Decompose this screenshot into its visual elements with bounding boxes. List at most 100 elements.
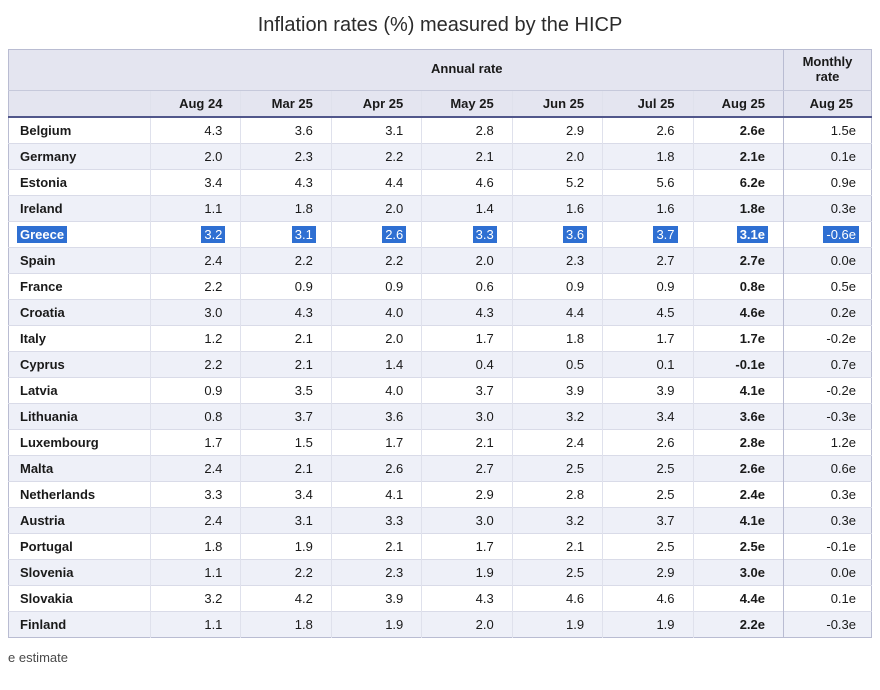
annual-value: 1.7 xyxy=(602,324,694,352)
annual-value: 3.0e xyxy=(692,558,784,586)
table-row-netherlands: Netherlands 3.3 3.4 4.1 2.9 2.8 2.5 2.4e 0.3e xyxy=(8,480,872,508)
annual-value: 4.3 xyxy=(421,298,513,326)
table-header: Annual rate Monthly rate Aug 24 Mar 25 Apr… xyxy=(8,49,872,118)
annual-value: 2.0 xyxy=(421,246,513,274)
annual-value: 3.2 xyxy=(149,584,241,612)
annual-value: 2.8 xyxy=(421,116,513,144)
annual-value: 1.8 xyxy=(240,194,332,222)
table-row-portugal: Portugal 1.8 1.9 2.1 1.7 2.1 2.5 2.5e -0.1e xyxy=(8,532,872,560)
annual-value: 1.9 xyxy=(421,558,513,586)
annual-value: 1.7 xyxy=(330,428,422,456)
annual-value: 4.3 xyxy=(240,298,332,326)
annual-value: 1.9 xyxy=(240,532,332,560)
annual-value: 2.6e xyxy=(692,116,784,144)
annual-value: 3.7 xyxy=(602,220,694,248)
annual-value: 4.4 xyxy=(330,168,422,196)
annual-value: 2.2e xyxy=(692,610,784,638)
annual-value: 2.5 xyxy=(602,532,694,560)
annual-value: 4.3 xyxy=(421,584,513,612)
monthly-value: 0.3e xyxy=(783,480,872,508)
monthly-value: 0.5e xyxy=(783,272,872,300)
annual-value: 4.3 xyxy=(240,168,332,196)
annual-value: 3.4 xyxy=(240,480,332,508)
annual-value: 2.6 xyxy=(330,220,422,248)
annual-value: 2.5 xyxy=(511,454,603,482)
hicp-inflation-table: Annual rate Monthly rate Aug 24 Mar 25 Apr… xyxy=(8,49,872,638)
annual-value: 3.1e xyxy=(692,220,784,248)
country-label: Belgium xyxy=(20,122,72,138)
country-label: Finland xyxy=(8,610,151,638)
table-row-germany: Germany 2.0 2.3 2.2 2.1 2.0 1.8 2.1e 0.1e xyxy=(8,142,872,170)
annual-value: 3.2 xyxy=(511,402,603,430)
table-row-finland: Finland 1.1 1.8 1.9 2.0 1.9 1.9 2.2e -0.3e xyxy=(8,610,872,638)
country-label: Greece xyxy=(8,220,151,248)
annual-value: 2.0 xyxy=(149,142,241,170)
country-label: Lithuania xyxy=(8,402,151,430)
country-label: Austria xyxy=(8,506,151,534)
annual-value: 1.8 xyxy=(511,324,603,352)
country-label: Italy xyxy=(8,324,151,352)
annual-value: 2.9 xyxy=(421,480,513,508)
monthly-value: 1.2e xyxy=(783,428,872,456)
annual-value: 1.4 xyxy=(421,194,513,222)
annual-value: 2.2 xyxy=(240,558,332,586)
annual-value: 2.4 xyxy=(511,428,603,456)
annual-value: 0.5 xyxy=(511,350,603,378)
table-row-malta: Malta 2.4 2.1 2.6 2.7 2.5 2.5 2.6e 0.6e xyxy=(8,454,872,482)
annual-value: 3.7 xyxy=(602,506,694,534)
annual-value: 0.1 xyxy=(602,350,694,378)
country-label: Spain xyxy=(8,246,151,274)
annual-value: 2.3 xyxy=(240,142,332,170)
table-row-luxembourg: Luxembourg 1.7 1.5 1.7 2.1 2.4 2.6 2.8e 1.2e xyxy=(8,428,872,456)
annual-value: 2.4 xyxy=(149,246,241,274)
annual-value: 3.4 xyxy=(602,402,694,430)
annual-value: 3.6 xyxy=(330,402,422,430)
annual-value: 1.6 xyxy=(602,194,694,222)
table-row-latvia: Latvia 0.9 3.5 4.0 3.7 3.9 3.9 4.1e -0.2e xyxy=(8,376,872,404)
annual-value: 1.9 xyxy=(602,610,694,638)
table-row-slovenia: Slovenia 1.1 2.2 2.3 1.9 2.5 2.9 3.0e 0.0e xyxy=(8,558,872,586)
annual-value: 2.3 xyxy=(330,558,422,586)
table-row-spain: Spain 2.4 2.2 2.2 2.0 2.3 2.7 2.7e 0.0e xyxy=(8,246,872,274)
country-label: Portugal xyxy=(8,532,151,560)
country-label: Slovenia xyxy=(8,558,151,586)
table-row-lithuania: Lithuania 0.8 3.7 3.6 3.0 3.2 3.4 3.6e -0.3e xyxy=(8,402,872,430)
table-body: Belgium 4.3 3.6 3.1 2.8 2.9 2.6 2.6e 1.5e Germany… xyxy=(8,116,872,638)
page-title: Inflation rates (%) measured by the HICP xyxy=(257,14,623,36)
annual-value: 3.5 xyxy=(240,376,332,404)
monthly-value: 1.5e xyxy=(783,116,872,144)
annual-value: 3.6 xyxy=(511,220,603,248)
annual-value: 3.0 xyxy=(149,298,241,326)
annual-value: 5.2 xyxy=(511,168,603,196)
annual-value: 2.6 xyxy=(602,428,694,456)
annual-value: 1.2 xyxy=(149,324,241,352)
annual-value: 3.3 xyxy=(421,220,513,248)
annual-value: 1.1 xyxy=(149,610,241,638)
annual-value: 0.9 xyxy=(240,272,332,300)
annual-value: 1.6 xyxy=(511,194,603,222)
annual-value: 4.5 xyxy=(602,298,694,326)
annual-value: 2.1 xyxy=(240,350,332,378)
country-label: Latvia xyxy=(8,376,151,404)
annual-value: 2.1 xyxy=(240,324,332,352)
monthly-value: 0.7e xyxy=(783,350,872,378)
annual-value: 3.1 xyxy=(240,506,332,534)
monthly-value: -0.2e xyxy=(783,324,872,352)
annual-value: 3.1 xyxy=(330,116,422,144)
table-row-ireland: Ireland 1.1 1.8 2.0 1.4 1.6 1.6 1.8e 0.3e xyxy=(8,194,872,222)
annual-value: 2.7 xyxy=(421,454,513,482)
annual-value: 2.8e xyxy=(692,428,784,456)
annual-value: 2.4 xyxy=(149,506,241,534)
annual-value: 4.1e xyxy=(692,506,784,534)
annual-value: 1.8 xyxy=(149,532,241,560)
annual-value: 2.2 xyxy=(240,246,332,274)
annual-value: -0.1e xyxy=(692,350,784,378)
annual-value: 4.6 xyxy=(421,168,513,196)
monthly-value: -0.6e xyxy=(783,220,872,248)
annual-value: 0.9 xyxy=(511,272,603,300)
annual-column-header: Jun 25 xyxy=(511,90,603,118)
annual-value: 4.3 xyxy=(149,116,241,144)
annual-value: 3.6 xyxy=(240,116,332,144)
annual-value: 2.1e xyxy=(692,142,784,170)
annual-value: 2.5 xyxy=(602,454,694,482)
